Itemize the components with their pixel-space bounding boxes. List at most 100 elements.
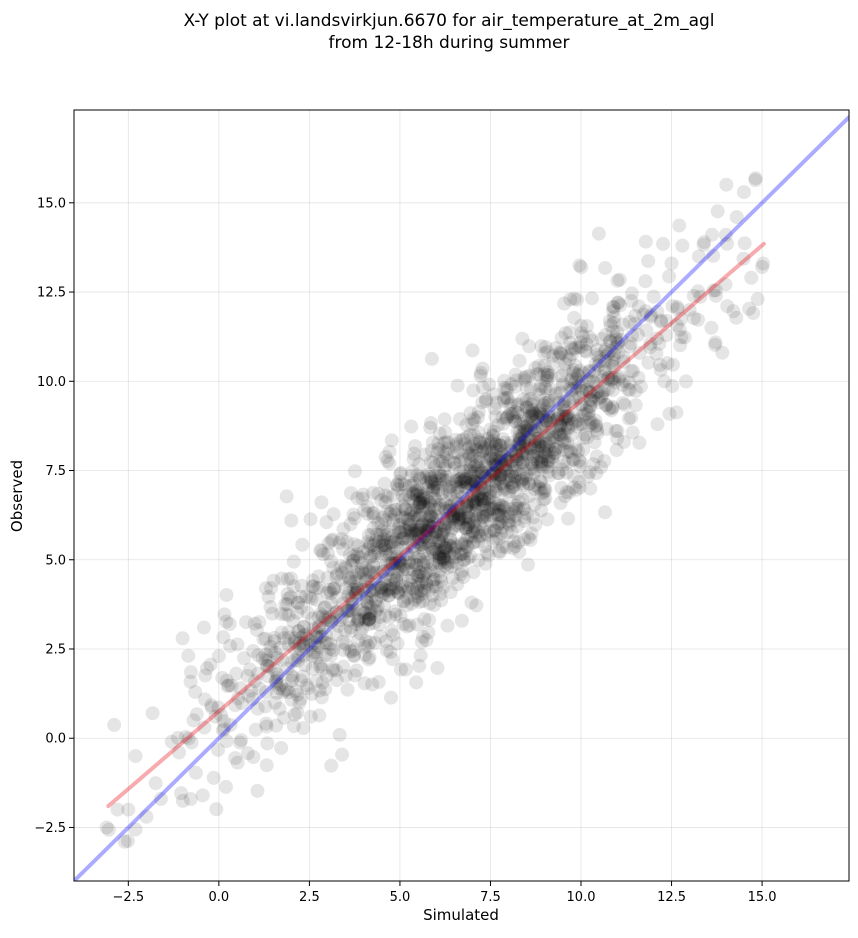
data-point <box>224 678 239 693</box>
data-point <box>440 482 455 497</box>
data-point <box>525 461 540 476</box>
data-point <box>216 713 231 728</box>
data-point <box>355 621 370 636</box>
data-point <box>490 441 505 456</box>
data-point <box>566 469 581 484</box>
data-point <box>515 455 530 470</box>
data-point <box>566 390 581 405</box>
data-point <box>546 413 561 428</box>
data-point <box>628 383 643 398</box>
data-point <box>423 509 438 524</box>
data-point <box>410 482 425 497</box>
data-point <box>354 563 369 578</box>
data-point <box>453 500 468 515</box>
data-point <box>401 573 416 588</box>
data-point <box>517 501 532 516</box>
data-point <box>469 497 484 512</box>
data-point <box>377 599 391 614</box>
data-point <box>454 563 469 578</box>
data-point <box>399 584 414 599</box>
data-point <box>447 456 462 471</box>
data-point <box>364 607 379 622</box>
data-point <box>229 666 244 681</box>
data-point <box>473 368 488 383</box>
data-point <box>426 483 441 498</box>
data-point <box>446 507 461 522</box>
data-point <box>465 523 480 538</box>
data-point <box>338 637 353 652</box>
data-point <box>284 692 299 707</box>
data-point <box>525 456 540 471</box>
data-point <box>509 458 524 473</box>
data-point <box>591 226 606 241</box>
data-point <box>432 426 447 441</box>
data-point <box>518 423 533 438</box>
data-point <box>473 435 488 450</box>
data-point <box>571 340 586 355</box>
data-point <box>522 409 537 424</box>
data-point <box>250 783 265 798</box>
data-point <box>616 395 631 410</box>
data-point <box>435 526 450 541</box>
data-point <box>274 678 289 693</box>
data-point <box>605 373 620 387</box>
data-point <box>425 575 440 590</box>
data-point <box>320 585 335 600</box>
data-point <box>414 573 429 588</box>
data-point <box>436 543 451 558</box>
data-point <box>366 505 381 520</box>
data-point <box>445 571 460 586</box>
data-point <box>540 344 555 359</box>
data-point <box>318 600 333 615</box>
data-point <box>492 438 507 453</box>
data-point <box>465 417 480 432</box>
data-point <box>499 540 514 555</box>
data-point <box>383 538 398 553</box>
data-point <box>458 452 473 467</box>
data-point <box>324 533 339 548</box>
data-point <box>421 479 436 494</box>
data-point <box>538 418 553 433</box>
data-point <box>528 437 543 452</box>
data-point <box>557 362 572 377</box>
data-point <box>508 404 523 419</box>
data-point <box>708 288 723 303</box>
data-point <box>449 539 464 554</box>
data-point <box>340 682 355 697</box>
data-point <box>486 454 501 469</box>
data-point <box>345 600 360 615</box>
data-point <box>482 497 497 512</box>
data-point <box>555 462 570 477</box>
data-point <box>447 541 462 556</box>
data-point <box>483 422 498 437</box>
data-point <box>555 377 570 392</box>
data-point <box>610 336 625 351</box>
data-point <box>312 619 327 634</box>
data-point <box>430 524 445 539</box>
data-point <box>504 466 519 481</box>
data-point <box>279 489 294 504</box>
data-point <box>311 610 326 625</box>
data-point <box>196 620 211 635</box>
data-point <box>459 499 474 514</box>
data-point <box>281 630 296 645</box>
data-point <box>650 304 665 319</box>
data-point <box>428 497 443 512</box>
data-point <box>421 501 436 516</box>
data-point <box>404 596 419 611</box>
data-point <box>517 514 532 529</box>
data-point <box>437 501 452 516</box>
data-point <box>392 555 407 570</box>
data-point <box>538 446 553 461</box>
data-point <box>565 452 580 467</box>
data-point <box>670 301 685 316</box>
data-point <box>290 605 305 620</box>
data-point <box>458 511 473 526</box>
data-point <box>315 662 330 677</box>
data-point <box>486 501 501 516</box>
data-point <box>395 557 410 572</box>
data-point <box>417 470 432 485</box>
data-point <box>516 502 531 517</box>
data-point <box>551 422 566 437</box>
data-point <box>674 311 689 326</box>
